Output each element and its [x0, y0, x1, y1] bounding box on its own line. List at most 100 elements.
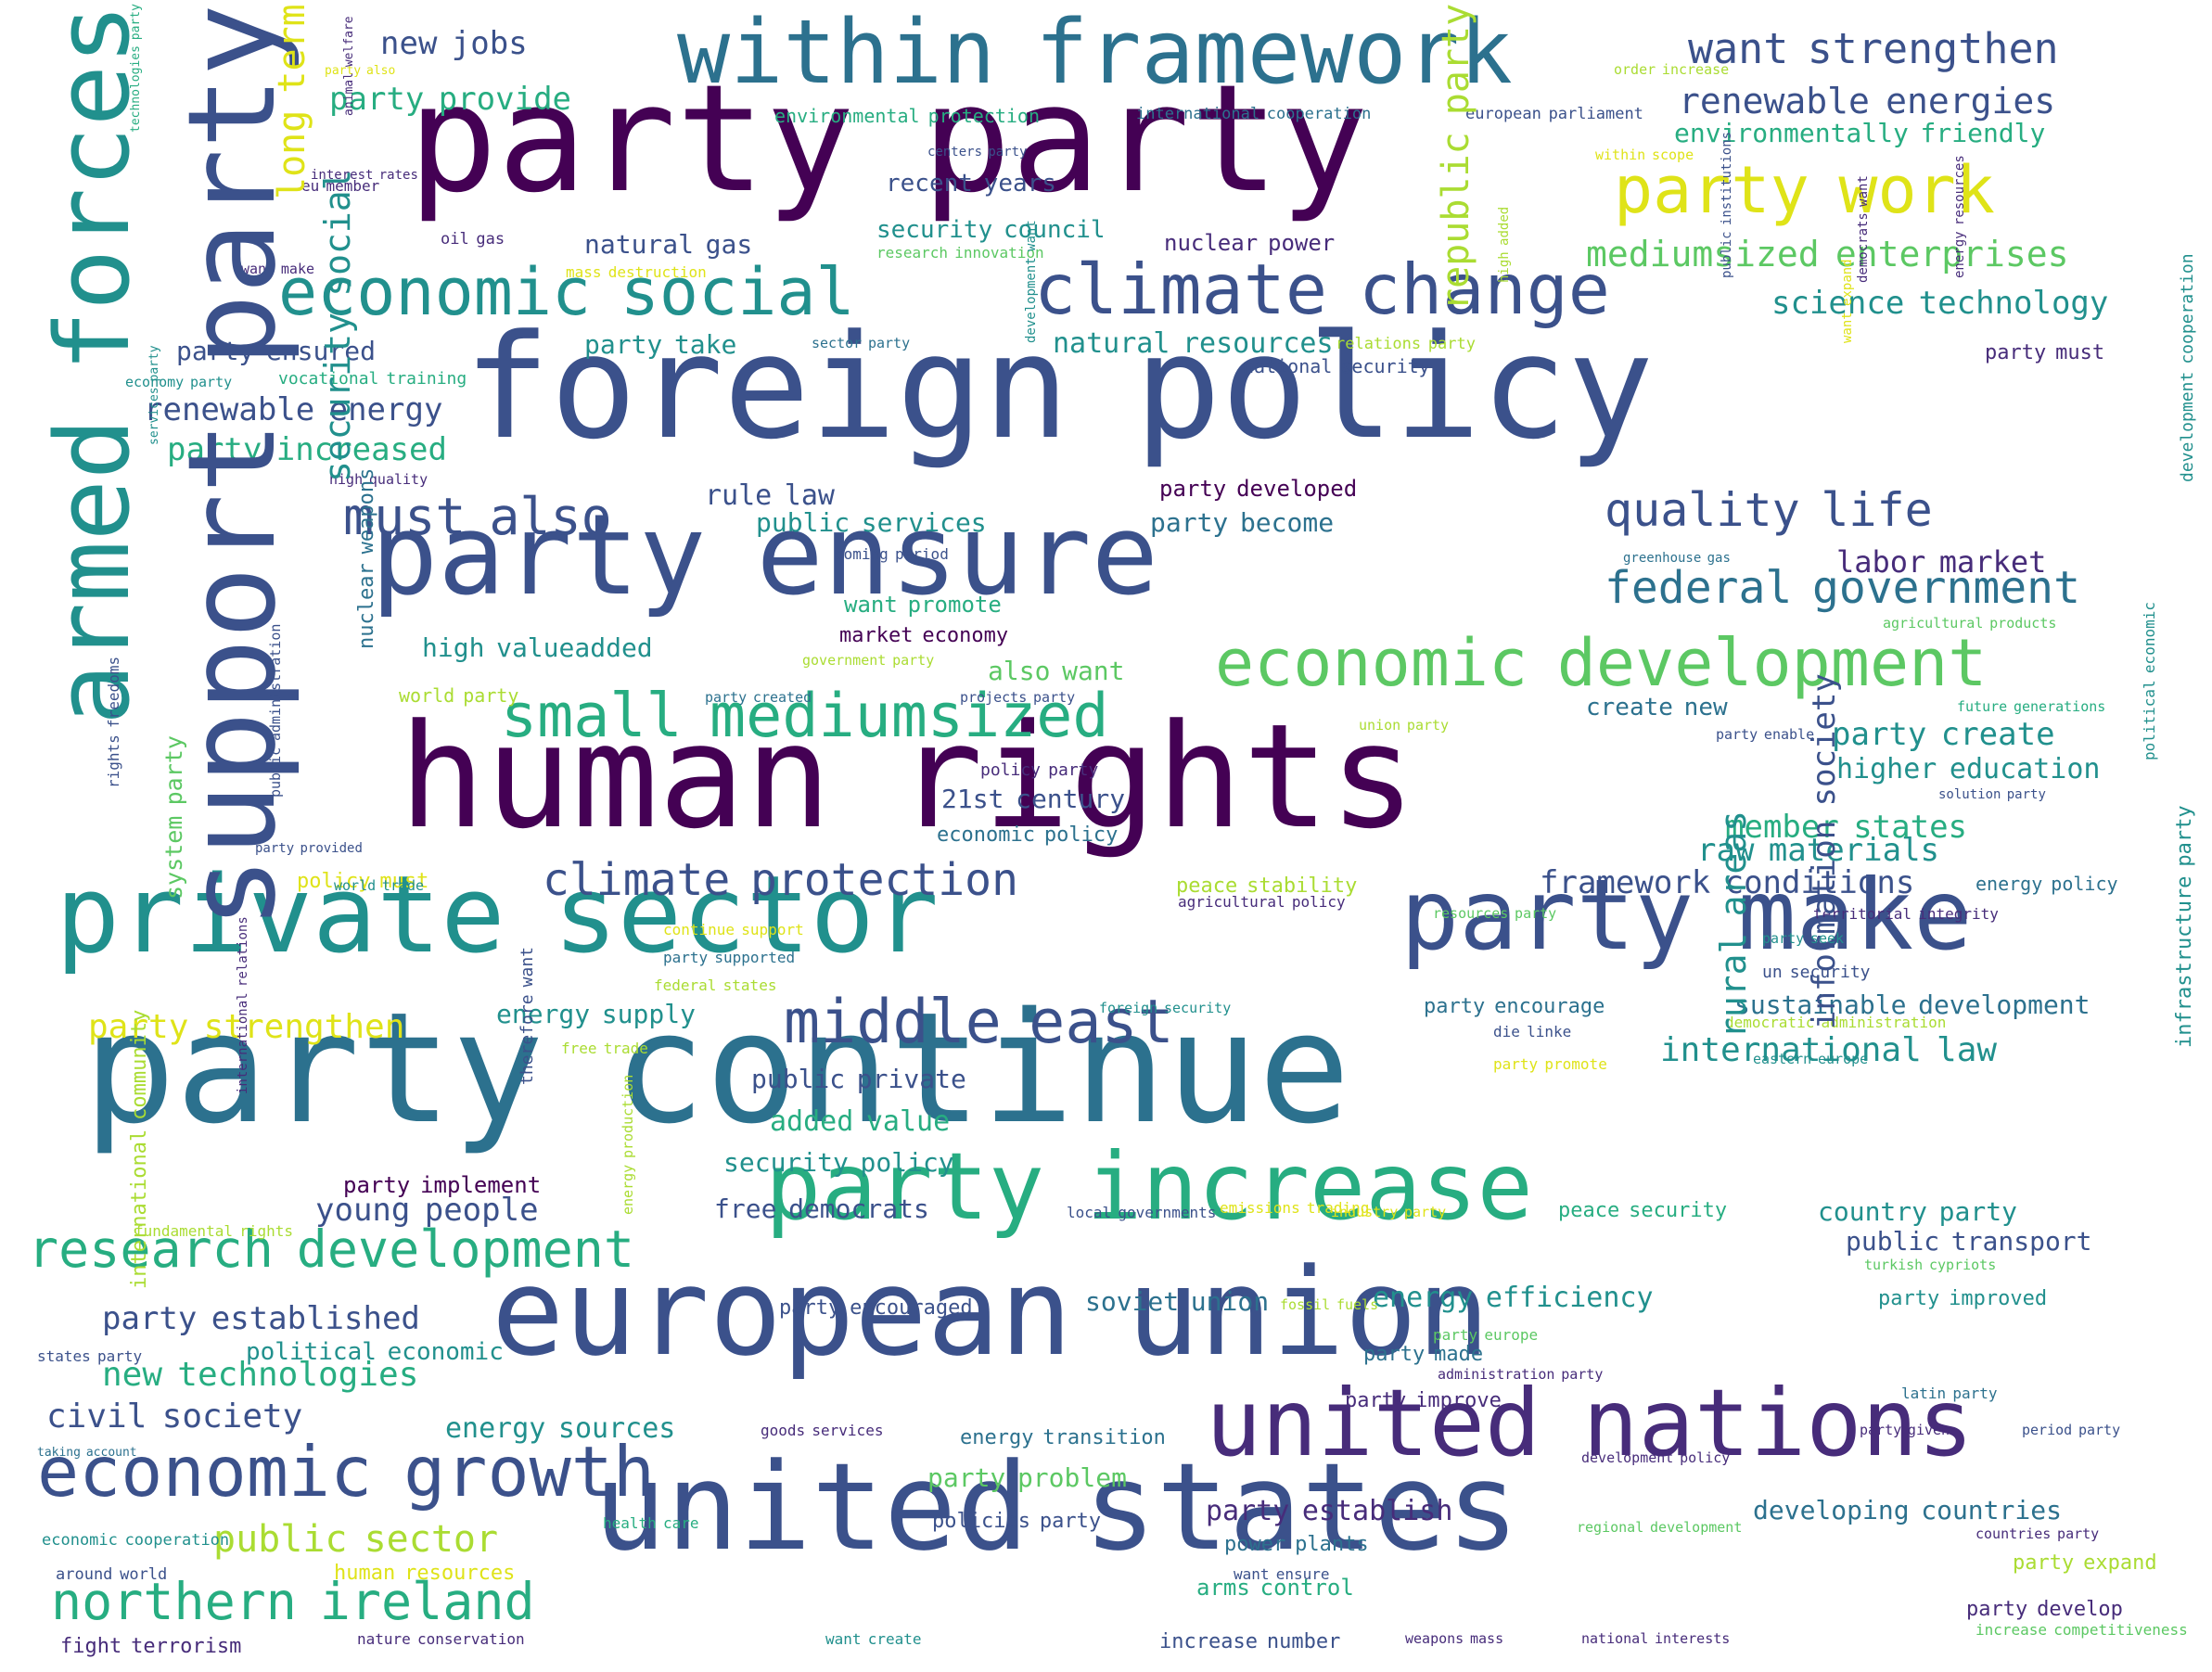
word-territorial-integrity: territorial integrity: [1813, 905, 1999, 923]
word-world-party: world party: [399, 684, 519, 707]
word-party-strengthen: party strengthen: [88, 1008, 405, 1046]
word-civil-society: civil society: [46, 1398, 303, 1436]
word-united-states: united states: [594, 1436, 1519, 1577]
word-states-party: states party: [37, 1347, 143, 1365]
word-21st-century: 21st century: [941, 784, 1126, 814]
word-party-take: party take: [584, 329, 737, 360]
word-also-want: also want: [988, 656, 1125, 686]
word-around-world: around world: [56, 1565, 168, 1584]
word-rural-areas: rural areas: [1713, 810, 1754, 1039]
word-party-work: party work: [1614, 152, 1995, 228]
word-member-states: member states: [1725, 809, 1968, 846]
word-party-also: party also: [325, 64, 396, 78]
word-party-expand: party expand: [2013, 1551, 2157, 1575]
word-party-europe: party europe: [1433, 1326, 1539, 1344]
word-party-provide: party provide: [329, 81, 572, 118]
word-recent-years: recent years: [886, 170, 1056, 198]
word-energy-supply: energy supply: [496, 999, 696, 1029]
word-high-added: high added: [1497, 206, 1512, 283]
word-higher-education: higher education: [1836, 753, 2101, 785]
word-democrats-want: democrats want: [1856, 175, 1871, 283]
word-nuclear-power: nuclear power: [1164, 230, 1336, 256]
word-new-jobs: new jobs: [380, 25, 528, 62]
word-party-enable: party enable: [1716, 726, 1815, 743]
word-development-want: development want: [1024, 220, 1039, 343]
word-international-community: international community: [128, 1009, 151, 1289]
word-natural-resources: natural resources: [1053, 327, 1334, 360]
word-industry-party: industry party: [1331, 1204, 1447, 1220]
word-party-seek: party seek: [1762, 930, 1845, 947]
word-mass-destruction: mass destruction: [566, 263, 707, 281]
word-interest-rates: interest rates: [311, 168, 418, 183]
word-party-developed: party developed: [1159, 476, 1358, 502]
word-party-given: party given: [1860, 1422, 1950, 1438]
word-party-provided: party provided: [255, 841, 363, 856]
word-research-development: research development: [28, 1219, 635, 1279]
word-raw-materials: raw materials: [1697, 832, 1940, 869]
word-increase-competitiveness: increase competitiveness: [1975, 1621, 2188, 1639]
word-party-encourage: party encourage: [1424, 995, 1605, 1018]
word-party-made: party made: [1363, 1343, 1484, 1366]
word-climate-protection: climate protection: [543, 854, 1018, 906]
word-party-increase: party increase: [765, 1132, 1533, 1241]
word-vocational-training: vocational training: [278, 369, 467, 389]
word-party-established: party established: [102, 1300, 420, 1337]
word-framework-conditions: framework conditions: [1540, 864, 1915, 901]
word-sustainable-development: sustainable development: [1734, 989, 2091, 1020]
word-public-administration: public administration: [267, 623, 284, 798]
word-want-make: want make: [241, 261, 315, 277]
word-emissions-trading: emissions trading: [1220, 1199, 1370, 1217]
word-economic-development: economic development: [1215, 625, 1988, 701]
word-party-continue: party continue: [83, 979, 1350, 1157]
word-eu-member: eu member: [301, 177, 380, 195]
word-european-union: european union: [492, 1242, 1490, 1383]
word-party-promote: party promote: [1493, 1055, 1607, 1073]
word-party-must: party must: [1985, 341, 2105, 364]
word-quality-life: quality life: [1605, 483, 1933, 537]
word-services-party: services party: [147, 345, 161, 445]
word-climate-change: climate change: [1034, 249, 1610, 330]
word-animal-welfare: animal welfare: [342, 16, 356, 116]
word-fight-terrorism: fight terrorism: [60, 1635, 242, 1658]
word-resources-party: resources party: [1433, 905, 1557, 922]
word-political-economic: political economic: [246, 1338, 504, 1366]
word-rights-freedoms: rights freedoms: [105, 656, 122, 788]
word-party-improved: party improved: [1878, 1287, 2048, 1310]
word-party-establish: party establish: [1206, 1495, 1453, 1527]
word-arms-control: arms control: [1196, 1575, 1354, 1601]
word-party-party: party party: [408, 52, 1369, 225]
word-world-trade: world trade: [334, 877, 425, 894]
word-free-trade: free trade: [561, 1040, 648, 1057]
word-energy-sources: energy sources: [445, 1412, 676, 1445]
word-turkish-cypriots: turkish cypriots: [1864, 1257, 1997, 1273]
word-party-improve: party improve: [1345, 1389, 1502, 1412]
word-public-institutions: public institutions: [1720, 131, 1734, 278]
word-environmental-protection: environmental protection: [774, 105, 1040, 127]
word-system-party: system party: [160, 735, 187, 900]
word-new-technologies: new technologies: [102, 1356, 419, 1394]
word-nuclear-weapons: nuclear weapons: [355, 467, 378, 649]
word-human-resources: human resources: [334, 1562, 516, 1585]
word-goods-services: goods services: [761, 1422, 884, 1439]
word-administration-party: administration party: [1438, 1366, 1604, 1383]
word-economic-policy: economic policy: [937, 823, 1119, 847]
word-health-care: health care: [603, 1514, 699, 1532]
word-international-cooperation: international cooperation: [1136, 105, 1372, 123]
word-want-strengthen: want strengthen: [1688, 24, 2059, 73]
word-fossil-fuels: fossil fuels: [1280, 1296, 1379, 1313]
word-countries-party: countries party: [1975, 1525, 2100, 1542]
word-party-supported: party supported: [663, 949, 796, 966]
word-public-services: public services: [756, 507, 987, 538]
word-power-plants: power plants: [1224, 1533, 1369, 1556]
word-national-interests: national interests: [1581, 1630, 1731, 1647]
word-taking-account: taking account: [37, 1446, 137, 1460]
word-public-private: public private: [751, 1064, 966, 1094]
word-high-quality: high quality: [329, 471, 428, 488]
word-economic-social: economic social: [278, 254, 855, 330]
word-party-ensured: party ensured: [176, 336, 376, 366]
word-public-sector: public sector: [213, 1518, 499, 1561]
word-nature-conservation: nature conservation: [357, 1630, 525, 1648]
word-renewable-energies: renewable energies: [1679, 81, 2056, 121]
word-market-economy: market economy: [839, 624, 1009, 647]
